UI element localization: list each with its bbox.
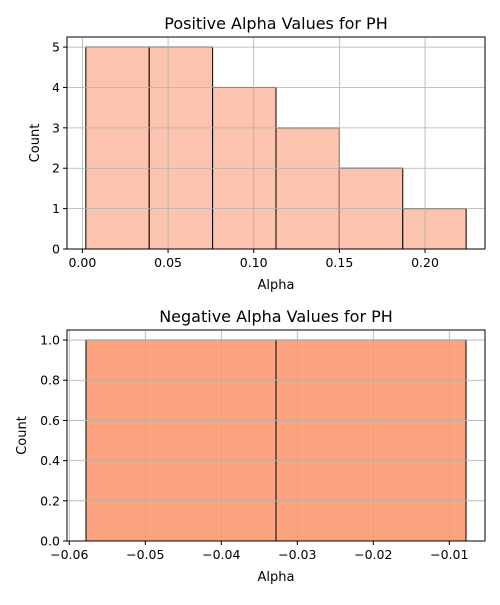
y-tick-label: 0 — [52, 242, 60, 257]
x-tick-label: −0.05 — [126, 547, 164, 562]
x-axis-label: Alpha — [258, 570, 295, 585]
positive-alpha-histogram: Positive Alpha Values for PH Alpha Count… — [28, 14, 486, 293]
histogram-bar — [275, 127, 340, 250]
y-tick-label: 0.2 — [40, 493, 60, 508]
y-tick-label: 5 — [52, 40, 60, 55]
y-tick-label: 1.0 — [40, 333, 60, 348]
x-tick-label: 0.10 — [240, 255, 268, 270]
axes-frame — [66, 329, 486, 542]
y-tick-label: 0.0 — [40, 534, 60, 549]
x-tick-label: −0.01 — [430, 547, 468, 562]
x-tick-label: −0.02 — [354, 547, 392, 562]
y-axis-label: Count — [15, 416, 30, 455]
x-tick-label: 0.00 — [68, 255, 96, 270]
histogram-bar — [275, 339, 467, 542]
x-tick-label: 0.05 — [154, 255, 182, 270]
y-tick-label: 0.6 — [40, 413, 60, 428]
histogram-bar — [85, 46, 150, 250]
x-tick-label: −0.03 — [278, 547, 316, 562]
x-tick-label: 0.20 — [411, 255, 439, 270]
negative-alpha-histogram: Negative Alpha Values for PH Alpha Count… — [15, 307, 486, 585]
y-tick-label: 0.4 — [40, 453, 60, 468]
y-tick-label: 2 — [52, 161, 60, 176]
x-tick-label: 0.15 — [325, 255, 353, 270]
y-tick-label: 0.8 — [40, 373, 60, 388]
histogram-bar — [85, 339, 277, 542]
axes-frame — [66, 36, 486, 250]
plot-area — [67, 330, 485, 542]
x-axis-label: Alpha — [258, 278, 295, 293]
y-tick-label: 4 — [52, 80, 60, 95]
histogram-bar — [148, 46, 214, 250]
y-axis-label: Count — [28, 124, 43, 163]
y-tick-label: 1 — [52, 201, 60, 216]
chart-title: Negative Alpha Values for PH — [159, 307, 393, 326]
chart-title: Positive Alpha Values for PH — [164, 14, 387, 33]
plot-area — [67, 37, 485, 250]
x-tick-label: −0.04 — [202, 547, 240, 562]
y-tick-label: 3 — [52, 120, 60, 135]
x-tick-label: −0.06 — [50, 547, 88, 562]
histogram-bar — [402, 208, 467, 250]
